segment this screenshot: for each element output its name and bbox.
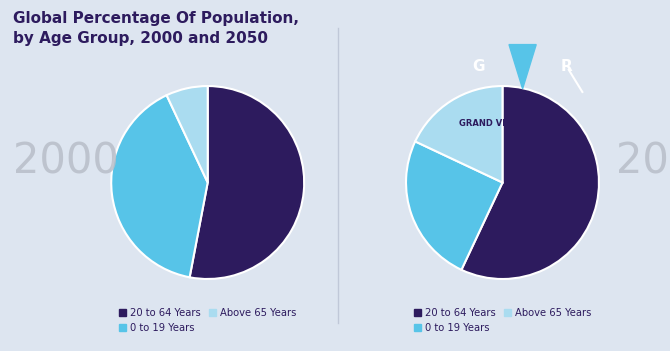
Legend: 20 to 64 Years, 0 to 19 Years, Above 65 Years: 20 to 64 Years, 0 to 19 Years, Above 65 … xyxy=(115,304,300,337)
Text: GRAND VIEW RESEARCH: GRAND VIEW RESEARCH xyxy=(459,119,573,128)
Wedge shape xyxy=(167,86,208,183)
Text: Global Percentage Of Population,
by Age Group, 2000 and 2050: Global Percentage Of Population, by Age … xyxy=(13,11,299,46)
Wedge shape xyxy=(190,86,304,279)
Text: G: G xyxy=(472,59,484,74)
Text: 2050: 2050 xyxy=(616,140,670,183)
Wedge shape xyxy=(462,86,599,279)
Wedge shape xyxy=(415,86,502,183)
Wedge shape xyxy=(111,95,208,277)
Legend: 20 to 64 Years, 0 to 19 Years, Above 65 Years: 20 to 64 Years, 0 to 19 Years, Above 65 … xyxy=(410,304,595,337)
Wedge shape xyxy=(406,141,502,270)
Text: 2000: 2000 xyxy=(13,140,119,183)
Polygon shape xyxy=(509,45,536,89)
Text: R: R xyxy=(561,59,573,74)
